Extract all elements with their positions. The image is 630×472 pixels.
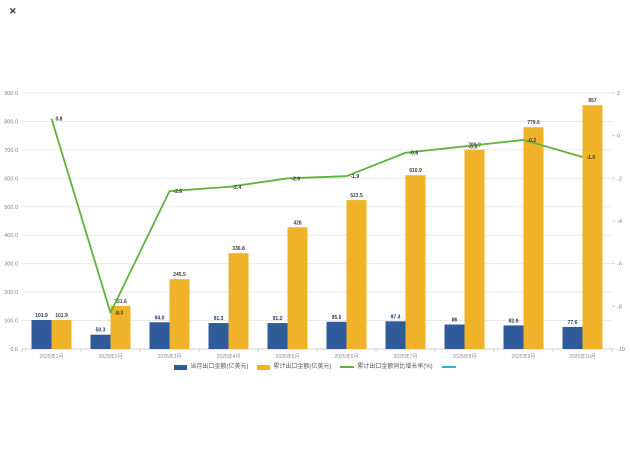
bar-value-label: 50.3 xyxy=(96,328,106,334)
left-axis-tick-label: 800.0 xyxy=(4,119,18,125)
cumulative-export-bar[interactable] xyxy=(228,253,249,349)
legend-item-3[interactable]: 累计出口金额同比增长率(%) xyxy=(340,363,433,371)
bar-value-label: 101.9 xyxy=(35,313,48,319)
monthly-export-bar[interactable] xyxy=(208,323,229,349)
cumulative-export-bar[interactable] xyxy=(582,105,603,349)
left-axis-tick-label: 400.0 xyxy=(4,233,18,239)
x-axis-label: 2025年1月 xyxy=(40,353,64,360)
bar-value-label: 86 xyxy=(452,318,458,324)
monthly-export-bar[interactable] xyxy=(31,320,52,349)
right-axis-tick-label: -8 xyxy=(617,304,622,310)
bar-value-label: 151.6 xyxy=(114,299,127,305)
growth-line[interactable] xyxy=(50,118,583,314)
cumulative-export-bar[interactable] xyxy=(405,175,426,349)
growth-point-label: -0.2 xyxy=(528,138,537,144)
growth-point-label: -1.0 xyxy=(587,155,596,161)
bar-value-label: 428 xyxy=(293,220,302,226)
growth-point-label: -2.6 xyxy=(174,189,183,195)
growth-point-label: -0.5 xyxy=(469,144,478,150)
left-axis-tick-label: 700.0 xyxy=(4,148,18,154)
left-axis-tick-label: 600.0 xyxy=(4,176,18,182)
bar-value-label: 779.6 xyxy=(527,120,540,126)
x-axis-label: 2025年9月 xyxy=(512,353,536,360)
monthly-export-bar[interactable] xyxy=(326,321,347,349)
x-axis-label: 2025年4月 xyxy=(217,353,241,360)
x-axis-label: 2025年2月 xyxy=(99,353,123,360)
legend-line-swatch xyxy=(340,366,355,368)
legend-bar-swatch xyxy=(174,364,188,370)
corner-mark-icon: ✕ xyxy=(9,6,17,16)
left-axis-tick-label: 200.0 xyxy=(4,290,18,296)
growth-point-label: 0.8 xyxy=(56,117,63,123)
legend-label: 累计出口金额同比增长率(%) xyxy=(357,364,433,370)
right-axis-tick-label: -4 xyxy=(617,219,622,225)
bar-value-label: 91.3 xyxy=(214,316,224,322)
left-axis-tick-label: 900.0 xyxy=(4,91,18,97)
bar-value-label: 77.6 xyxy=(568,320,578,326)
x-axis-label: 2025年3月 xyxy=(158,353,182,360)
x-axis-label: 2025年5月 xyxy=(276,353,300,360)
monthly-export-bar[interactable] xyxy=(444,324,465,349)
legend-label: 当月出口金额(亿美元) xyxy=(190,364,249,370)
monthly-export-bar[interactable] xyxy=(562,326,583,349)
cumulative-export-bar[interactable] xyxy=(346,200,367,349)
growth-point-label: -8.3 xyxy=(115,311,124,317)
legend-bar-swatch xyxy=(257,364,271,370)
chart-legend: 当月出口金额(亿美元) 累计出口金额(亿美元) 累计出口金额同比增长率(%) xyxy=(0,363,630,371)
cumulative-export-bar[interactable] xyxy=(523,127,544,350)
left-axis-tick-label: 0.0 xyxy=(10,347,18,353)
bar-value-label: 91.2 xyxy=(273,316,283,322)
x-axis-label: 2025年7月 xyxy=(394,353,418,360)
cumulative-export-bar[interactable] xyxy=(51,320,72,349)
legend-item-1[interactable]: 当月出口金额(亿美元) xyxy=(174,363,248,371)
x-axis-label: 2025年6月 xyxy=(335,353,359,360)
cumulative-export-bar[interactable] xyxy=(169,279,190,349)
bar-value-label: 610.9 xyxy=(409,168,422,174)
cumulative-export-bar[interactable] xyxy=(464,149,485,349)
legend-line-swatch xyxy=(441,366,456,368)
growth-point-label: -1.9 xyxy=(351,174,360,180)
bar-value-label: 101.9 xyxy=(55,313,68,319)
right-axis-tick-label: 0 xyxy=(617,134,620,140)
right-axis-tick-label: 2 xyxy=(617,91,620,97)
bar-value-label: 97.4 xyxy=(391,314,401,320)
x-axis-label: 2025年8月 xyxy=(453,353,477,360)
legend-item-4[interactable] xyxy=(441,366,456,368)
monthly-export-bar[interactable] xyxy=(503,325,524,349)
left-axis-tick-label: 100.0 xyxy=(4,319,18,325)
left-axis-tick-label: 500.0 xyxy=(4,205,18,211)
bar-value-label: 336.8 xyxy=(232,246,245,252)
bar-value-label: 857 xyxy=(588,98,597,104)
cumulative-export-bar[interactable] xyxy=(287,227,308,349)
monthly-export-bar[interactable] xyxy=(267,323,288,349)
monthly-export-bar[interactable] xyxy=(385,321,406,349)
monthly-export-bar[interactable] xyxy=(149,322,170,349)
left-axis-tick-label: 300.0 xyxy=(4,262,18,268)
bar-value-label: 82.9 xyxy=(509,318,519,324)
legend-label: 累计出口金额(亿美元) xyxy=(273,364,332,370)
right-axis-tick-label: -2 xyxy=(617,176,622,182)
right-axis-tick-label: -6 xyxy=(617,262,622,268)
x-axis-label: 2025年10月 xyxy=(569,353,596,360)
bar-value-label: 523.5 xyxy=(350,193,363,199)
cumulative-export-bar[interactable] xyxy=(110,305,131,349)
right-axis-tick-label: -10 xyxy=(617,347,625,353)
growth-point-label: -2.0 xyxy=(292,176,301,182)
bar-value-label: 95.6 xyxy=(332,315,342,321)
growth-point-label: -0.8 xyxy=(410,151,419,157)
bar-value-label: 94.0 xyxy=(155,315,165,321)
growth-point-label: -2.4 xyxy=(233,185,242,191)
legend-item-2[interactable]: 累计出口金额(亿美元) xyxy=(257,363,331,371)
monthly-export-bar[interactable] xyxy=(90,334,111,349)
bar-value-label: 245.5 xyxy=(173,272,186,278)
